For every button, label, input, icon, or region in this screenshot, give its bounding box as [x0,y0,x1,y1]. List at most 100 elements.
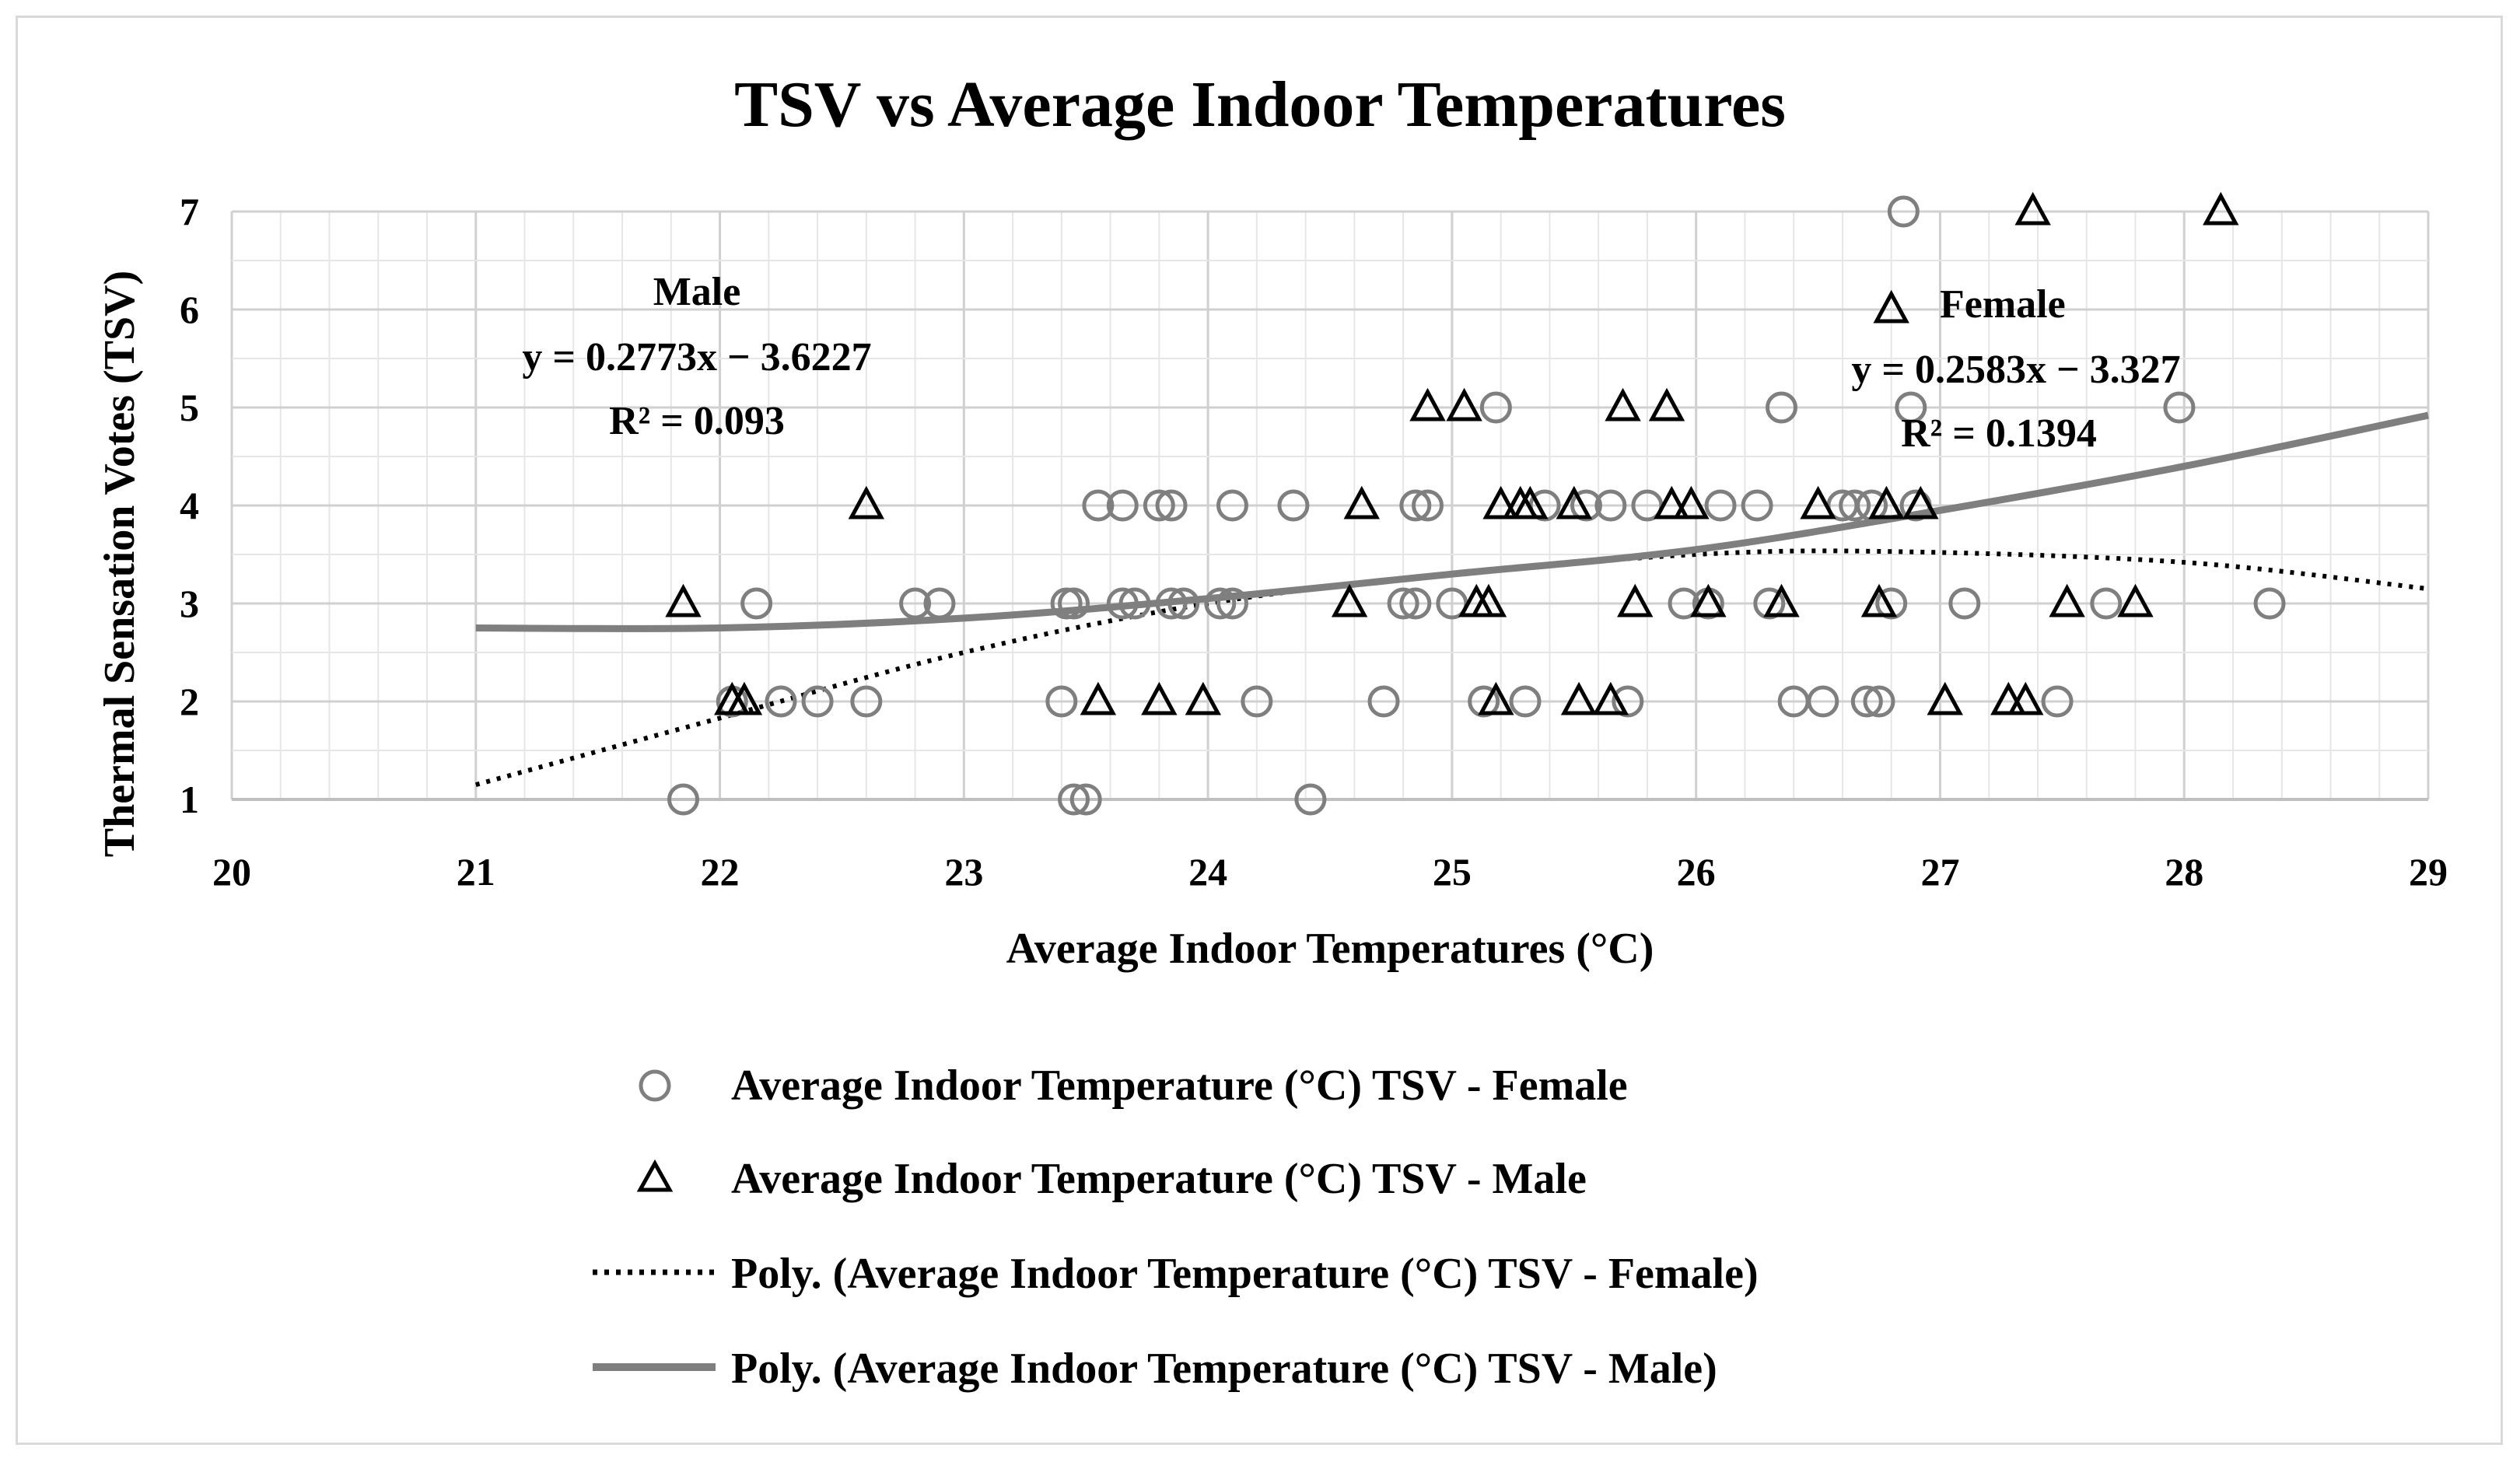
male-data-point [1080,681,1117,715]
male-data-point [1654,485,1690,519]
female-data-point [1948,587,1981,620]
female-data-point [1412,489,1444,522]
male-data-point [1763,583,1800,617]
male-data-point [1185,681,1222,715]
y-tick-label: 3 [180,582,199,625]
female-data-point [1807,685,1839,718]
female-data-point [1741,489,1773,522]
y-tick-labels: 1 2 3 4 5 6 7 [180,190,199,821]
female-data-point [801,685,834,718]
female-data-point [1082,489,1115,522]
female-data-point [2041,685,2074,718]
female-data-point [1839,489,1871,522]
legend: Average Indoor Temperature (°C) TSV - Fe… [593,1062,1759,1393]
legend-female-label: Average Indoor Temperature (°C) TSV - Fe… [731,1062,1628,1110]
female-data-point [1863,685,1895,718]
female-label: Female [1940,282,2066,327]
male-data-point [848,485,885,519]
male-data-point [1482,485,1519,519]
x-tick-label: 22 [701,850,740,894]
male-data-point [1141,681,1178,715]
x-tick-label: 21 [457,850,495,894]
male-data-point [2007,681,2044,715]
female-trendline [474,548,2429,787]
female-data-point [850,685,883,718]
female-data-point [1294,783,1327,816]
x-tick-label: 20 [212,850,251,894]
female-data-point [1509,685,1542,718]
male-equation: y = 0.2773x − 3.6227 [522,335,871,379]
female-data-point [1594,489,1627,522]
female-data-point [1856,489,1888,522]
male-data-point [1673,485,1710,519]
male-data-point [1478,681,1514,715]
male-data-point [1690,583,1727,617]
female-data-point [899,587,932,620]
y-tick-label: 6 [180,288,199,331]
male-data-point [665,583,702,617]
female-data-point [740,587,773,620]
trendlines [474,411,2429,787]
female-data-point [1367,685,1400,718]
male-data-point [1560,681,1598,715]
male-data-point [1556,485,1592,519]
female-data-point [1058,783,1090,816]
x-tick-label: 23 [944,850,983,894]
female-data-point [1204,587,1237,620]
male-data-point [1927,681,1963,715]
female-r2: R² = 0.1394 [1901,411,2097,456]
y-tick-label: 7 [180,190,199,233]
male-data-point [1446,387,1482,421]
female-data-point [1887,195,1920,228]
female-data-point [1468,685,1500,718]
x-tick-label: 25 [1433,850,1472,894]
male-r2: R² = 0.093 [609,399,785,443]
female-data-point [923,587,956,620]
female-data-point [1167,587,1200,620]
male-data-point [1512,485,1549,519]
y-tick-label: 1 [180,778,199,821]
female-data-point [1069,783,1102,816]
male-data-point [1409,387,1446,421]
male-data-point [1470,583,1507,617]
female-data-point [1850,685,1883,718]
female-data-point [667,783,699,816]
female-data-point [1387,587,1419,620]
male-data-point [2049,583,2085,617]
female-data-point [1216,587,1248,620]
x-tick-label: 27 [1920,850,1959,894]
chart-frame [16,16,2503,1445]
x-tick-label: 29 [2409,850,2448,894]
female-data-point [1155,587,1188,620]
male-data-point [1605,387,1641,421]
male-data-point [1990,681,2027,715]
chart-title: TSV vs Average Indoor Temperatures [734,68,1786,141]
gridlines [230,210,2430,801]
female-data-point [2090,587,2123,620]
legend-female-marker [639,1069,671,1102]
y-axis-label: Thermal Sensation Votes (TSV) [96,271,144,858]
female-data-point [1216,489,1248,522]
legend-male-label: Average Indoor Temperature (°C) TSV - Ma… [731,1155,1587,1203]
female-data-point [1277,489,1310,522]
x-axis-label: Average Indoor Temperatures (°C) [1006,925,1654,973]
female-data-point [1118,587,1151,620]
male-data-point [1331,583,1368,617]
female-data-point [1143,489,1175,522]
male-data-point [1648,387,1685,421]
female-data-point [1895,391,1927,424]
male-data-point [1860,583,1898,617]
x-tick-label: 26 [1677,850,1716,894]
male-data-point [2117,583,2154,617]
data-points [665,191,2286,816]
male-trendline [475,411,2429,632]
male-data-point [1873,289,1909,324]
female-data-point [1765,391,1797,424]
female-data-point [1753,587,1786,620]
legend-male-trend-label: Poly. (Average Indoor Temperature (°C) T… [731,1345,1717,1393]
female-data-point [765,685,797,718]
male-data-point [2203,191,2239,226]
female-data-point [2163,391,2196,424]
y-tick-label: 2 [180,680,199,723]
